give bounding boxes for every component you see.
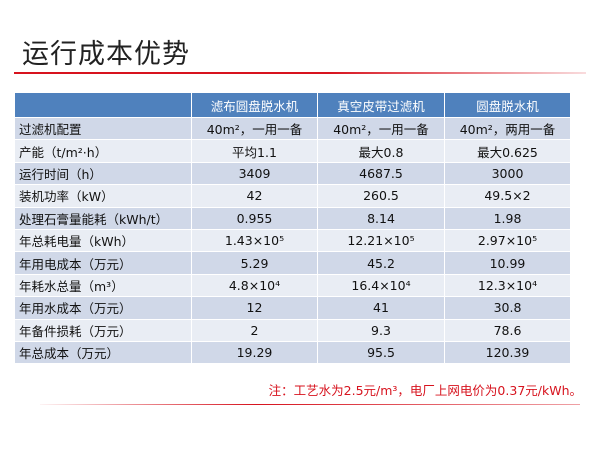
table-cell: 4687.5 (317, 161, 445, 186)
table-row: 年用电成本（万元） 5.29 45.2 10.99 (14, 251, 571, 275)
table-cell: 95.5 (317, 340, 445, 365)
row-label: 年总成本（万元） (14, 340, 192, 365)
table-row: 年备件损耗（万元） 2 9.3 78.6 (14, 318, 571, 342)
table-cell: 40m²，一用一备 (317, 116, 445, 141)
table-cell: 1.43×10⁵ (191, 228, 318, 253)
table-cell: 1.98 (444, 206, 571, 230)
header-cell-vacuum-belt-filter: 真空皮带过滤机 (317, 92, 445, 118)
table-cell: 4.8×10⁴ (191, 273, 318, 298)
table-cell: 40m²，两用一备 (444, 116, 571, 141)
table-header-row: 滤布圆盘脱水机 真空皮带过滤机 圆盘脱水机 (14, 92, 571, 118)
row-label: 过滤机配置 (14, 116, 192, 141)
row-label: 处理石膏量能耗（kWh/t） (14, 206, 192, 230)
row-label: 年用水成本（万元） (14, 296, 192, 320)
table-cell: 260.5 (317, 184, 445, 208)
cost-comparison-table: 滤布圆盘脱水机 真空皮带过滤机 圆盘脱水机 过滤机配置 40m²，一用一备 40m²… (14, 92, 571, 365)
table-cell: 10.99 (444, 251, 571, 275)
row-label: 年耗水总量（m³） (14, 273, 192, 298)
table-cell: 41 (317, 296, 445, 320)
table-cell: 最大0.8 (317, 139, 445, 163)
table-cell: 9.3 (317, 318, 445, 342)
header-cell-disc-dewaterer: 圆盘脱水机 (444, 92, 571, 118)
table-cell: 平均1.1 (191, 139, 318, 163)
row-label: 年备件损耗（万元） (14, 318, 192, 342)
table-cell: 42 (191, 184, 318, 208)
table-cell: 2.97×10⁵ (444, 228, 571, 253)
table-cell: 78.6 (444, 318, 571, 342)
cost-comparison-table-wrapper: 滤布圆盘脱水机 真空皮带过滤机 圆盘脱水机 过滤机配置 40m²，一用一备 40m²… (14, 92, 571, 365)
table-cell: 16.4×10⁴ (317, 273, 445, 298)
table-cell: 3409 (191, 161, 318, 186)
table-row: 年总耗电量（kWh） 1.43×10⁵ 12.21×10⁵ 2.97×10⁵ (14, 228, 571, 253)
table-row: 产能（t/m²·h） 平均1.1 最大0.8 最大0.625 (14, 139, 571, 163)
table-cell: 120.39 (444, 340, 571, 365)
table-row: 年耗水总量（m³） 4.8×10⁴ 16.4×10⁴ 12.3×10⁴ (14, 273, 571, 298)
table-cell: 30.8 (444, 296, 571, 320)
row-label: 产能（t/m²·h） (14, 139, 192, 163)
footnote: 注：工艺水为2.5元/m³，电厂上网电价为0.37元/kWh。 (268, 383, 582, 398)
title-divider (14, 72, 586, 74)
header-cell-cloth-disc-dewaterer: 滤布圆盘脱水机 (191, 92, 318, 118)
table-row: 处理石膏量能耗（kWh/t） 0.955 8.14 1.98 (14, 206, 571, 230)
header-cell-empty (14, 92, 192, 118)
row-label: 装机功率（kW） (14, 184, 192, 208)
bottom-divider (40, 404, 580, 405)
table-cell: 5.29 (191, 251, 318, 275)
table-cell: 12.21×10⁵ (317, 228, 445, 253)
table-cell: 12 (191, 296, 318, 320)
table-cell: 最大0.625 (444, 139, 571, 163)
table-row: 年用水成本（万元） 12 41 30.8 (14, 296, 571, 320)
table-cell: 19.29 (191, 340, 318, 365)
table-row: 年总成本（万元） 19.29 95.5 120.39 (14, 340, 571, 365)
table-cell: 45.2 (317, 251, 445, 275)
table-row: 装机功率（kW） 42 260.5 49.5×2 (14, 184, 571, 208)
table-row: 运行时间（h） 3409 4687.5 3000 (14, 161, 571, 186)
page-title: 运行成本优势 (22, 39, 190, 70)
table-cell: 40m²，一用一备 (191, 116, 318, 141)
table-cell: 3000 (444, 161, 571, 186)
row-label: 年用电成本（万元） (14, 251, 192, 275)
table-cell: 49.5×2 (444, 184, 571, 208)
table-cell: 0.955 (191, 206, 318, 230)
row-label: 运行时间（h） (14, 161, 192, 186)
table-cell: 8.14 (317, 206, 445, 230)
table-row: 过滤机配置 40m²，一用一备 40m²，一用一备 40m²，两用一备 (14, 116, 571, 141)
table-cell: 2 (191, 318, 318, 342)
table-cell: 12.3×10⁴ (444, 273, 571, 298)
row-label: 年总耗电量（kWh） (14, 228, 192, 253)
